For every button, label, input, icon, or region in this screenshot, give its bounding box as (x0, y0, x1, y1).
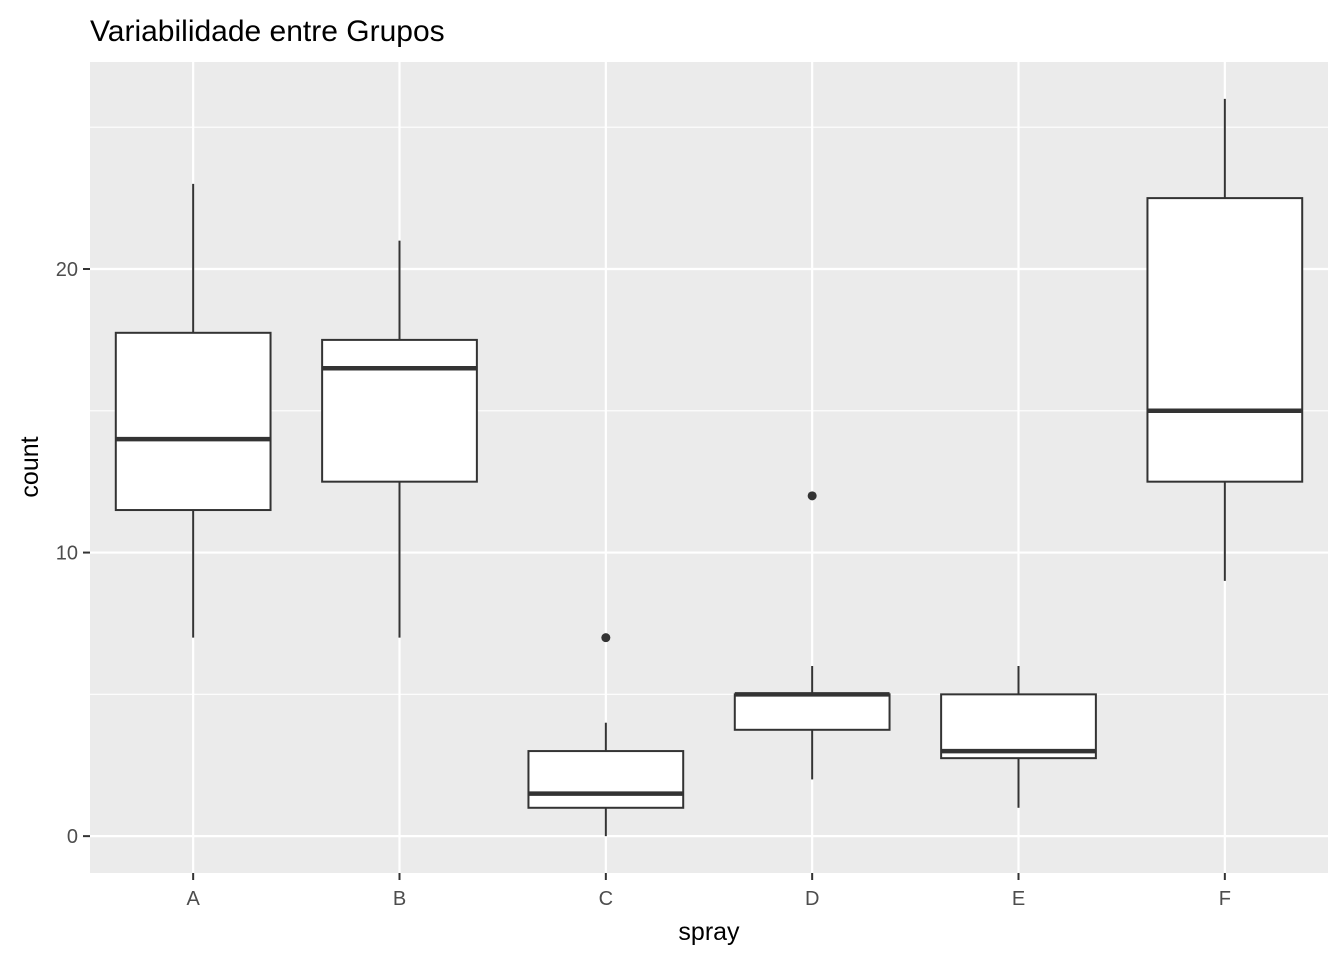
x-tick-label: F (1219, 888, 1231, 910)
y-axis-title: count (16, 436, 44, 497)
y-tick-label: 10 (56, 543, 78, 565)
x-tick-label: C (599, 888, 613, 910)
x-tick-label: D (805, 888, 819, 910)
box-iqr (321, 338, 478, 483)
chart-title: Variabilidade entre Grupos (90, 15, 445, 48)
box-C (527, 633, 685, 837)
minor-gridlines (90, 126, 1328, 695)
box-F (1146, 98, 1304, 581)
outlier-point (601, 633, 611, 643)
box-A (114, 183, 272, 638)
outlier-point (807, 491, 817, 501)
y-axis: 0 10 20 (56, 259, 90, 848)
x-axis-title: spray (678, 918, 740, 946)
y-tick-label: 20 (56, 259, 78, 281)
y-tick-label: 0 (67, 826, 78, 848)
box-iqr (114, 331, 272, 512)
box-D (733, 491, 891, 780)
box-E (940, 665, 1097, 808)
x-tick-label: A (186, 888, 200, 910)
plot-panel (90, 62, 1328, 873)
box-iqr (527, 750, 685, 809)
x-axis: A B C D E F (186, 873, 1231, 910)
box-group (114, 98, 1304, 837)
x-tick-label: E (1012, 888, 1025, 910)
box-iqr (940, 693, 1097, 760)
box-iqr (1146, 197, 1304, 483)
box-iqr (733, 693, 891, 731)
x-tick-label: B (393, 888, 406, 910)
box-B (321, 240, 478, 638)
